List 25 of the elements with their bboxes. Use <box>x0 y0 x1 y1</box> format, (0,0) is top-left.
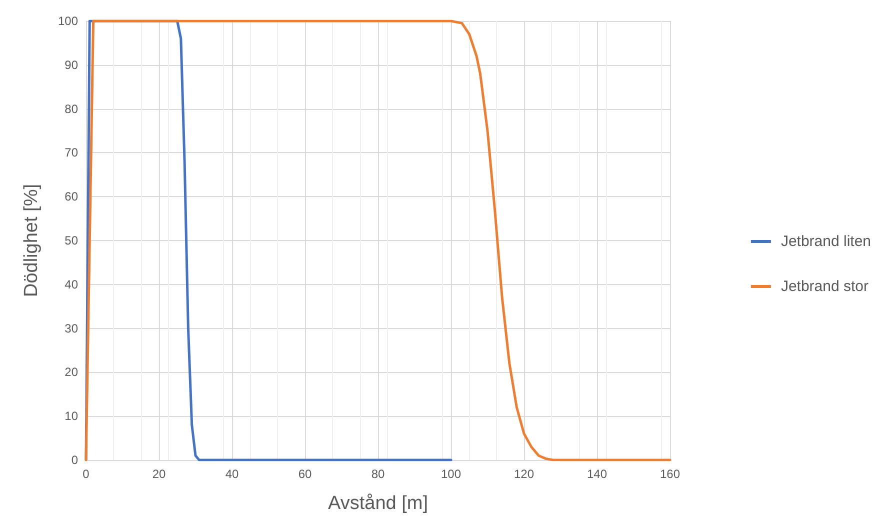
y-axis-title: Dödlighet [%] <box>21 184 42 298</box>
line-series <box>84 20 672 462</box>
y-tick-label: 50 <box>64 234 78 248</box>
x-tick-label: 160 <box>660 467 680 481</box>
x-tick-label: 140 <box>586 467 608 481</box>
y-tick-label: 0 <box>71 453 78 467</box>
y-tick-label: 60 <box>64 190 78 204</box>
x-tick-label: 0 <box>82 467 90 481</box>
y-tick-label: 100 <box>58 14 78 28</box>
x-tick-label: 20 <box>152 467 166 481</box>
y-tick-label: 40 <box>64 277 78 292</box>
y-tick-label: 30 <box>64 321 78 336</box>
x-tick-label: 60 <box>298 467 312 481</box>
x-axis-title: Avstånd [m] <box>328 493 428 514</box>
x-tick-label: 120 <box>514 467 534 481</box>
y-tick-label: 90 <box>64 58 78 72</box>
y-tick-label: 20 <box>64 365 78 380</box>
x-tick-label: 40 <box>225 467 239 481</box>
legend-label: Jetbrand stor <box>780 278 868 295</box>
x-tick-label: 80 <box>371 467 385 481</box>
y-tick-label: 70 <box>64 146 78 160</box>
y-tick-label: 10 <box>64 409 78 424</box>
x-tick-label: 100 <box>440 467 462 481</box>
y-tick-label: 80 <box>64 102 78 116</box>
legend-label: Jetbrand liten <box>780 233 872 250</box>
